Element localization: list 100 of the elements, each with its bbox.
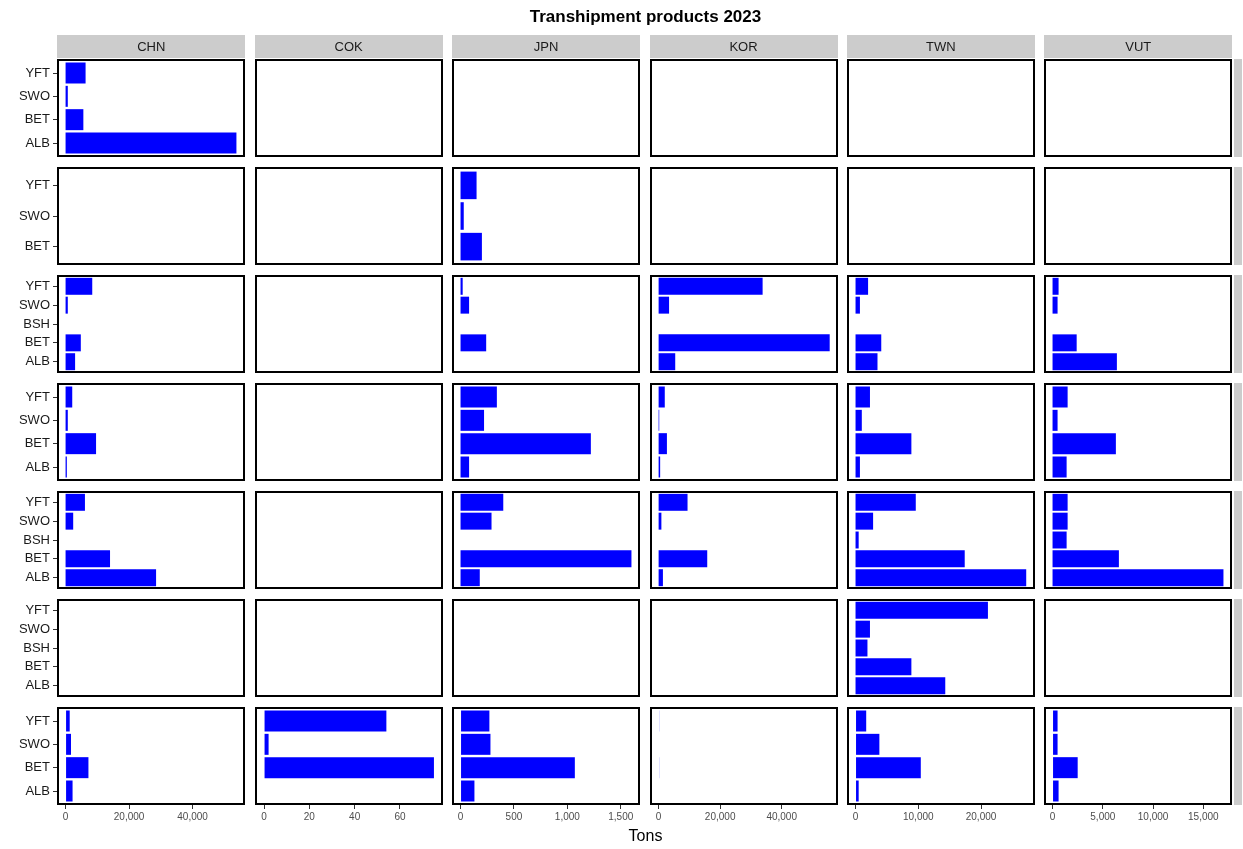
bar [855,278,868,296]
bar [855,658,912,676]
y-tick-label: ALB [25,569,51,585]
x-tick-label: 1,000 [554,811,581,823]
x-tick-label: 10,000 [1138,811,1170,823]
bar [66,757,89,779]
bar [65,569,157,587]
bar [65,132,237,154]
x-tick-label: 5,000 [1090,811,1117,823]
bar [855,569,1027,587]
bar [65,278,93,296]
bar [1052,569,1224,587]
bar [66,780,73,802]
bar [460,433,591,455]
bar [460,494,504,512]
bar [264,710,387,732]
bar [1052,531,1067,549]
bar [460,386,497,408]
bar [65,62,86,84]
x-tick-label: 40 [348,811,361,823]
bar [855,531,859,549]
bar [855,734,880,756]
y-tick-label: BET [25,435,51,451]
y-tick-label: SWO [19,513,51,529]
x-tick-label: 0 [260,811,267,823]
bar [65,109,84,131]
bar [855,757,921,779]
bar [66,710,70,732]
bar [1052,512,1068,530]
text: Tons [627,827,664,845]
bar [65,334,82,352]
bar [658,334,830,352]
bar [855,433,912,455]
x-tick-label: 1,500 [608,811,634,823]
bar [460,569,480,587]
bar [658,433,667,455]
bar [855,710,867,732]
bar [65,494,86,512]
x-tick-label: 0 [852,811,859,823]
y-tick-label: SWO [19,88,51,104]
bar [1053,757,1078,779]
x-tick-label: 0 [1050,811,1057,823]
x-tick-label: 20,000 [965,811,997,823]
bar [855,386,870,408]
bar [460,550,632,568]
bar [658,278,763,296]
y-tick-label: YFT [25,494,51,510]
bar [1052,296,1058,314]
bar [1052,386,1068,408]
y-tick-label: YFT [25,278,51,294]
bar [264,757,434,779]
bar [1052,334,1077,352]
bar [658,494,688,512]
bar [65,512,74,530]
bar [460,512,492,530]
y-tick-label: ALB [25,782,51,798]
bar [1052,494,1068,512]
bar [264,734,269,756]
y-tick-label: ALB [25,134,51,150]
bar [855,780,859,802]
x-tick-label: 500 [505,811,523,823]
y-tick-label: YFT [25,64,51,80]
bar [658,296,669,314]
y-tick-label: SWO [19,207,51,223]
bar [65,433,97,455]
bar [1052,550,1120,568]
y-tick-label: YFT [25,177,51,193]
bar [1053,710,1058,732]
text: Transhipment products 2023 [528,7,763,27]
x-tick-label: 20,000 [704,811,736,823]
chart-title: CHN [57,35,246,59]
chart-title: VUT [1044,35,1233,59]
y-tick-label: SWO [19,621,51,637]
bar [461,780,475,802]
bar [1052,433,1117,455]
bar [658,353,675,371]
x-tick-label: 40,000 [177,811,209,823]
bar [1052,278,1059,296]
bar [461,710,490,732]
bar [855,494,916,512]
bar [1052,410,1058,432]
y-tick-label: BSH [23,639,51,655]
y-tick-label: SWO [19,297,51,313]
bar [855,410,862,432]
y-tick-label: SWO [19,736,51,752]
x-tick-label: 40,000 [765,811,797,823]
y-tick-label: BET [25,111,51,127]
bar [65,353,76,371]
bar [658,569,663,587]
x-tick-label: 0 [63,811,70,823]
bar [1052,456,1067,478]
x-tick-label: 60 [394,811,406,823]
bar [855,602,988,620]
bar [855,620,870,638]
chart-title: TWN [846,35,1035,59]
bar [65,550,111,568]
bar [461,734,491,756]
bar [855,353,878,371]
bar [658,550,707,568]
y-tick-label: BSH [23,315,51,331]
